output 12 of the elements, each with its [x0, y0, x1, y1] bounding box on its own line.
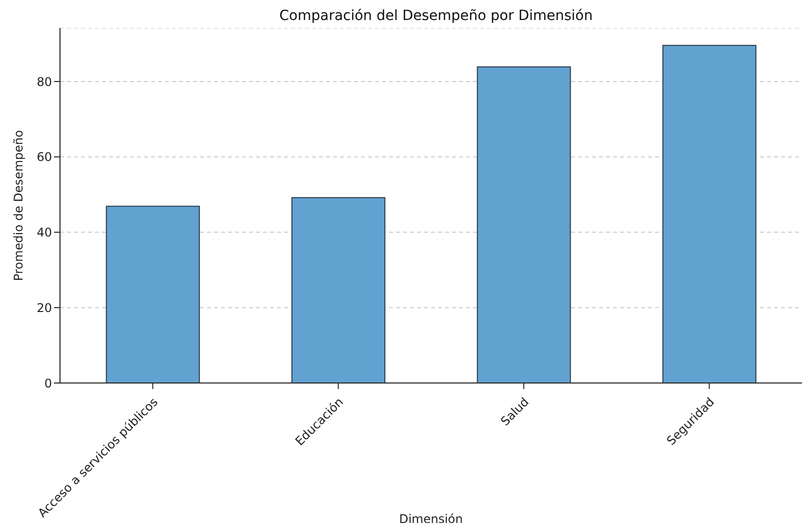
y-tick-label: 80	[36, 74, 52, 89]
y-tick-label: 40	[36, 226, 52, 240]
bar	[662, 44, 756, 383]
bar	[476, 66, 571, 383]
y-tick-label: 0	[44, 376, 52, 390]
y-axis-title: Promedio de Desempeño	[11, 130, 26, 281]
x-axis-title: Dimensión	[399, 512, 463, 526]
y-tick-label: 60	[36, 150, 52, 164]
bar	[106, 206, 200, 383]
bar	[291, 197, 386, 383]
y-tick-label: 20	[36, 300, 52, 315]
chart-title: Comparación del Desempeño por Dimensión	[278, 8, 594, 26]
